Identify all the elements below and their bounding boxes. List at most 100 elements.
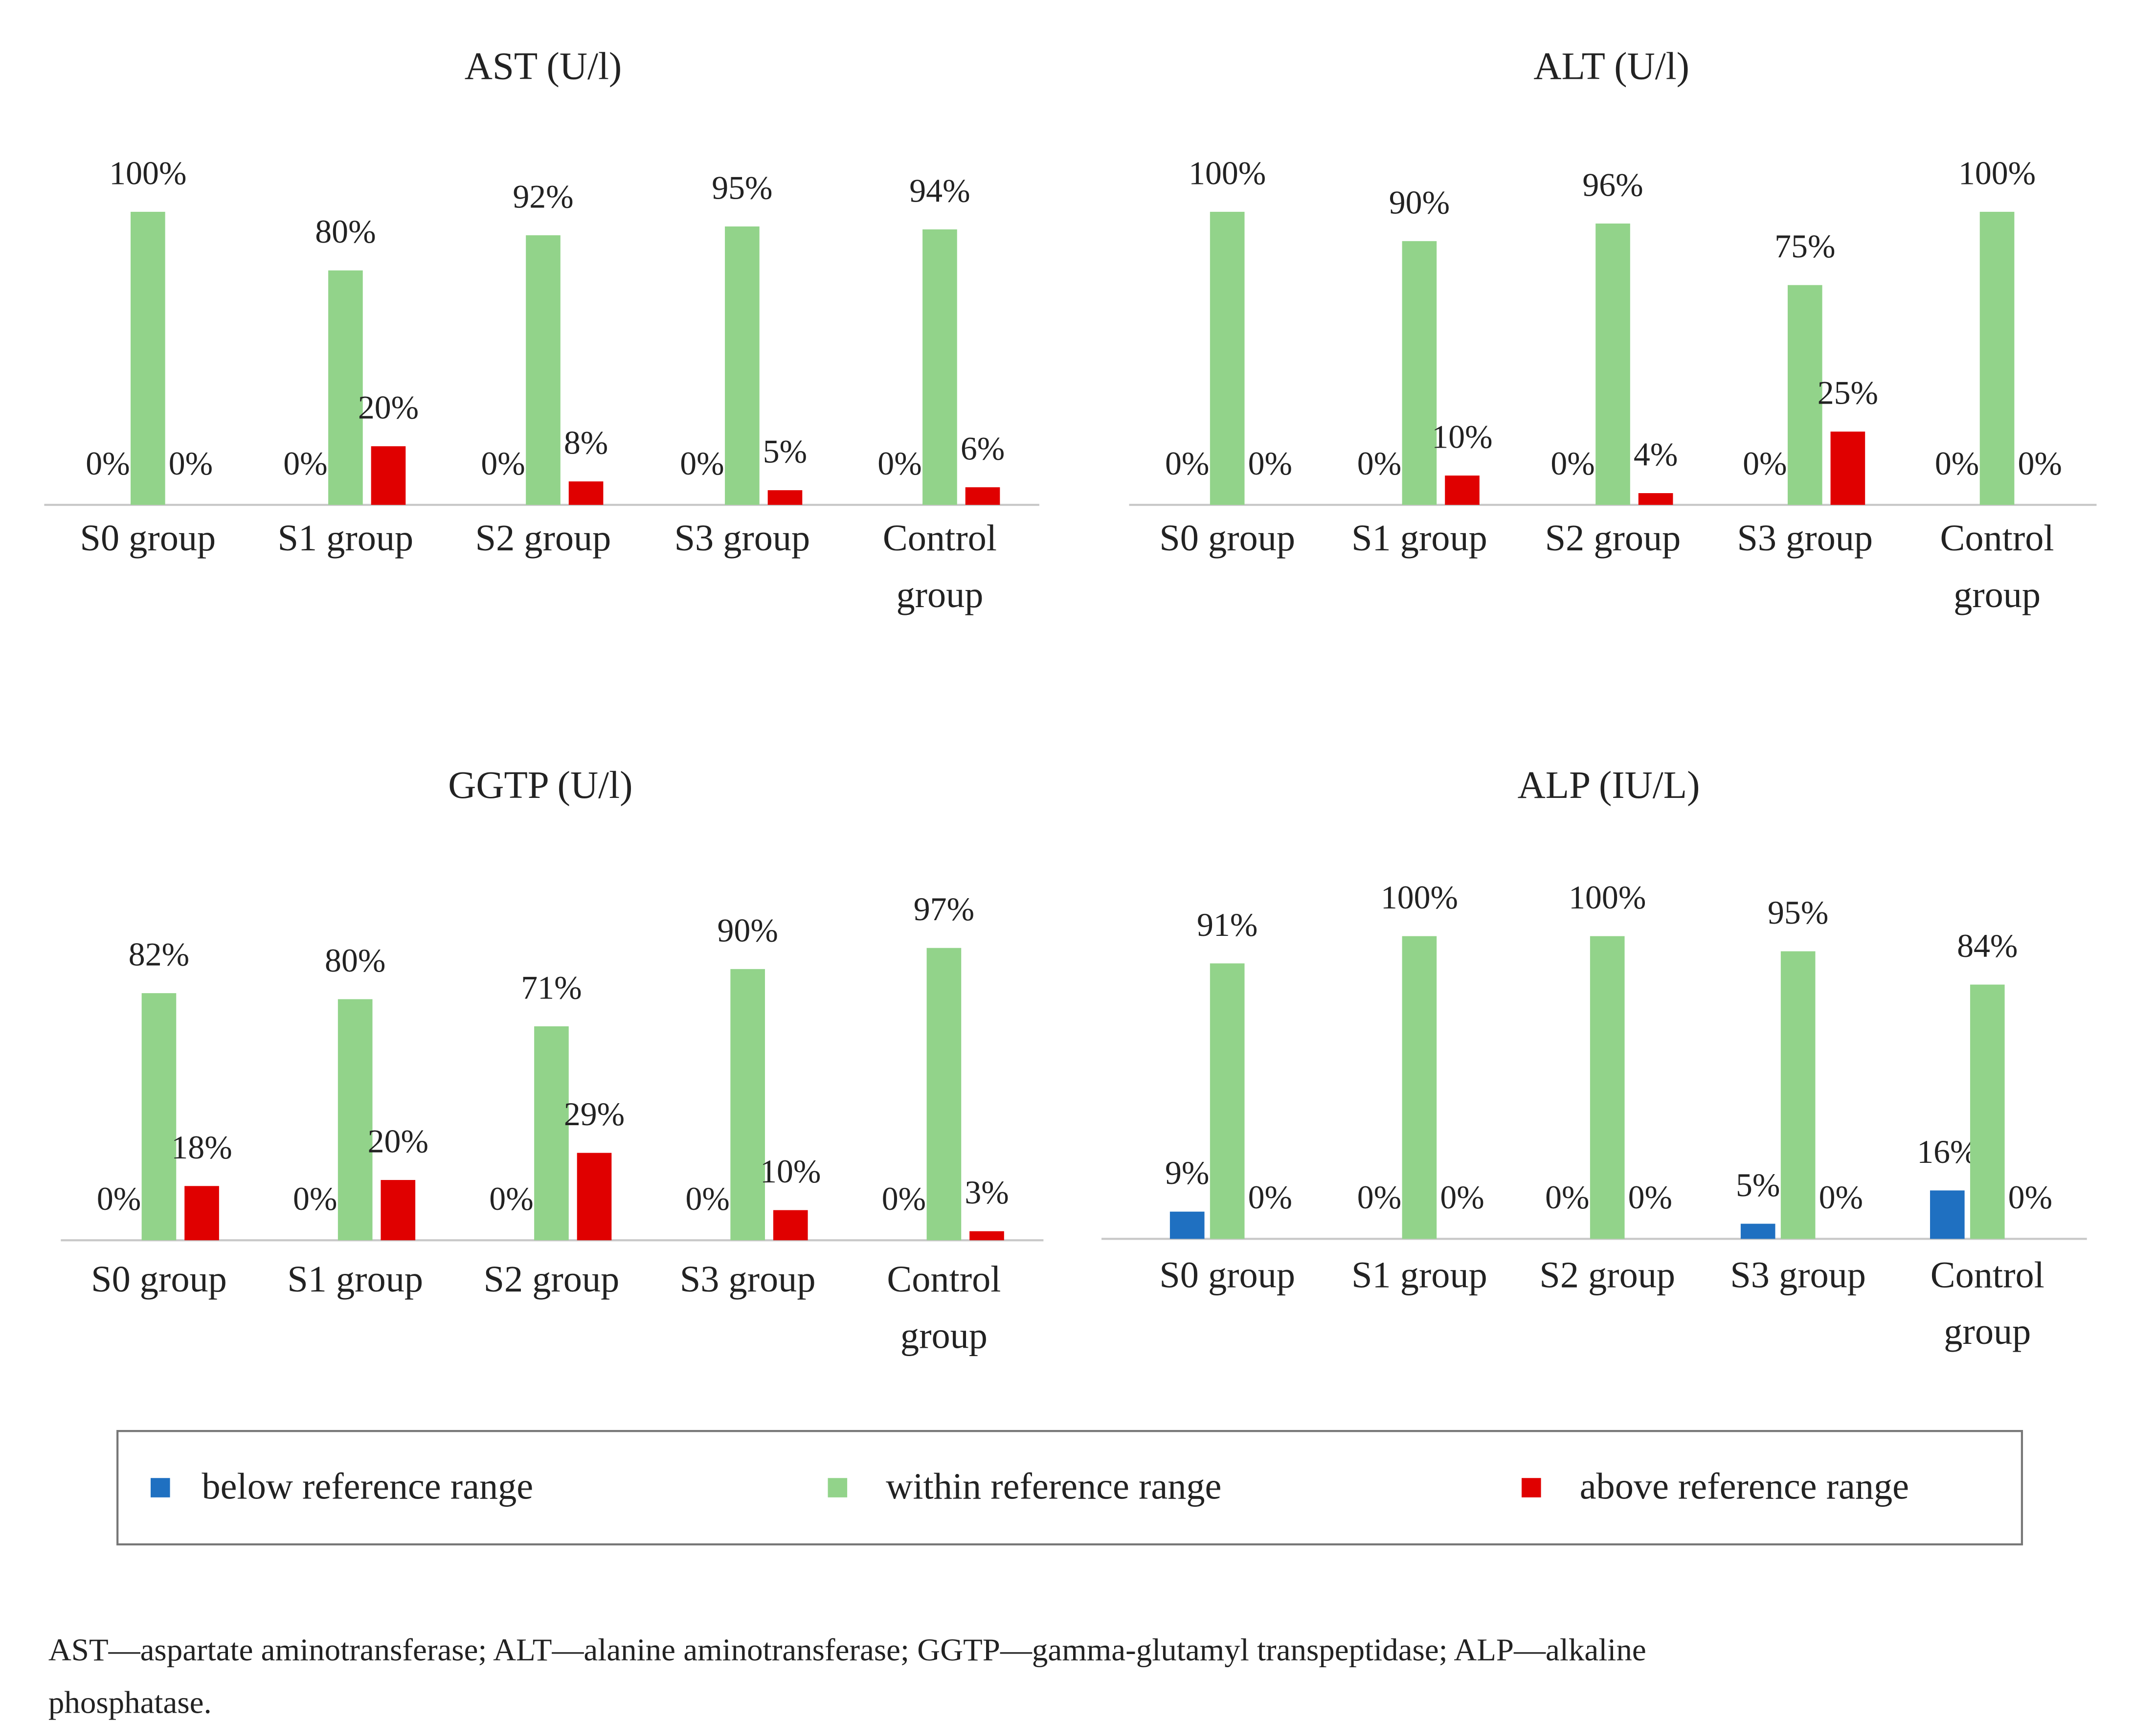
data-label: 90% bbox=[718, 912, 778, 949]
data-label: 95% bbox=[712, 169, 772, 206]
x-tick-label: S1 group bbox=[1351, 517, 1487, 559]
chart-title: ALT (U/l) bbox=[1533, 45, 1689, 88]
bar bbox=[1740, 1224, 1775, 1239]
data-label: 100% bbox=[1569, 879, 1646, 916]
bar bbox=[1169, 1211, 1205, 1239]
data-label: 0% bbox=[1357, 1179, 1401, 1216]
chart-title: ALP (IU/L) bbox=[1518, 764, 1700, 807]
data-label: 82% bbox=[129, 936, 189, 973]
bar bbox=[328, 270, 363, 505]
data-label: 100% bbox=[1381, 879, 1458, 916]
x-tick-label: Control group bbox=[887, 1258, 1001, 1357]
bar bbox=[184, 1186, 219, 1241]
label-line: group bbox=[900, 1315, 988, 1357]
x-tick-label: S3 group bbox=[1730, 1254, 1866, 1295]
data-label: 9% bbox=[1165, 1155, 1209, 1191]
data-label: 0% bbox=[293, 1180, 337, 1217]
label-line: group bbox=[896, 574, 983, 615]
data-label: 6% bbox=[961, 431, 1005, 467]
data-label: 0% bbox=[1935, 445, 1979, 482]
data-label: 96% bbox=[1582, 166, 1643, 203]
chart-title: GGTP (U/l) bbox=[448, 764, 632, 807]
legend-swatch bbox=[150, 1478, 170, 1497]
bar bbox=[1590, 936, 1625, 1239]
data-label: 0% bbox=[877, 445, 921, 482]
data-label: 94% bbox=[909, 172, 970, 209]
x-tick-label: S2 group bbox=[484, 1258, 620, 1300]
bar bbox=[1445, 476, 1480, 505]
bar bbox=[969, 1231, 1004, 1241]
label-line: Control bbox=[887, 1258, 1001, 1300]
bar bbox=[965, 487, 1000, 505]
x-tick-label: Control group bbox=[1940, 517, 2054, 615]
data-label: 10% bbox=[1432, 419, 1492, 455]
data-label: 97% bbox=[914, 891, 974, 928]
data-label: 0% bbox=[2008, 1179, 2052, 1216]
caption: AST—aspartate aminotransferase; ALT—alan… bbox=[48, 1632, 1646, 1668]
data-label: 0% bbox=[1550, 445, 1595, 482]
x-tick-label: S0 group bbox=[91, 1258, 227, 1300]
data-label: 90% bbox=[1389, 184, 1450, 221]
bar bbox=[1930, 1190, 1965, 1239]
x-tick-label: S1 group bbox=[1351, 1254, 1487, 1295]
data-label: 0% bbox=[283, 445, 327, 482]
data-label: 20% bbox=[368, 1123, 428, 1160]
x-tick-label: S2 group bbox=[1545, 517, 1681, 559]
bar bbox=[1979, 211, 2015, 505]
x-tick-label: S3 group bbox=[680, 1258, 816, 1300]
x-tick-label: S3 group bbox=[674, 517, 810, 559]
data-label: 18% bbox=[171, 1129, 232, 1166]
bar bbox=[1970, 984, 2005, 1239]
data-label: 10% bbox=[760, 1153, 821, 1190]
x-tick-label: S3 group bbox=[1737, 517, 1873, 559]
data-label: 29% bbox=[564, 1096, 625, 1133]
data-label: 3% bbox=[965, 1174, 1009, 1211]
data-label: 100% bbox=[1958, 155, 2036, 191]
data-label: 20% bbox=[358, 389, 419, 426]
bar bbox=[371, 446, 406, 505]
legend-label: within reference range bbox=[886, 1466, 1221, 1507]
data-label: 75% bbox=[1774, 228, 1835, 265]
x-tick-label: S0 group bbox=[1159, 517, 1295, 559]
data-label: 0% bbox=[1248, 1179, 1292, 1216]
bar bbox=[725, 226, 760, 505]
bar bbox=[131, 211, 165, 505]
label-line: Control bbox=[1931, 1254, 2044, 1295]
bar bbox=[767, 490, 803, 505]
data-label: 0% bbox=[1248, 445, 1292, 482]
data-label: 0% bbox=[169, 445, 213, 482]
data-label: 0% bbox=[1628, 1179, 1672, 1216]
bar bbox=[922, 229, 957, 505]
data-label: 0% bbox=[1819, 1179, 1863, 1216]
bar bbox=[1210, 211, 1245, 505]
data-label: 0% bbox=[2018, 445, 2062, 482]
chart-title: AST (U/l) bbox=[465, 45, 622, 88]
data-label: 91% bbox=[1197, 907, 1258, 943]
bar bbox=[337, 999, 373, 1241]
legend-label: below reference range bbox=[202, 1466, 534, 1507]
data-label: 95% bbox=[1768, 894, 1828, 931]
data-label: 0% bbox=[481, 445, 525, 482]
label-line: group bbox=[1954, 574, 2041, 615]
bar bbox=[1402, 936, 1437, 1239]
bar bbox=[1402, 241, 1437, 505]
data-label: 80% bbox=[325, 942, 385, 979]
legend-swatch bbox=[1522, 1478, 1541, 1497]
data-label: 8% bbox=[564, 425, 608, 461]
bar bbox=[773, 1210, 808, 1241]
legend-label: above reference range bbox=[1580, 1466, 1909, 1507]
data-label: 71% bbox=[521, 969, 582, 1006]
bar bbox=[526, 235, 561, 505]
data-label: 0% bbox=[86, 445, 130, 482]
x-tick-label: Control group bbox=[883, 517, 997, 615]
legend-box bbox=[116, 1430, 2023, 1545]
label-line: Control bbox=[883, 517, 997, 559]
data-label: 0% bbox=[680, 445, 724, 482]
data-label: 92% bbox=[513, 178, 573, 215]
x-tick-label: S0 group bbox=[1159, 1254, 1295, 1295]
x-tick-label: S2 group bbox=[1539, 1254, 1675, 1295]
data-label: 0% bbox=[1357, 445, 1401, 482]
x-tick-label: S0 group bbox=[80, 517, 216, 559]
